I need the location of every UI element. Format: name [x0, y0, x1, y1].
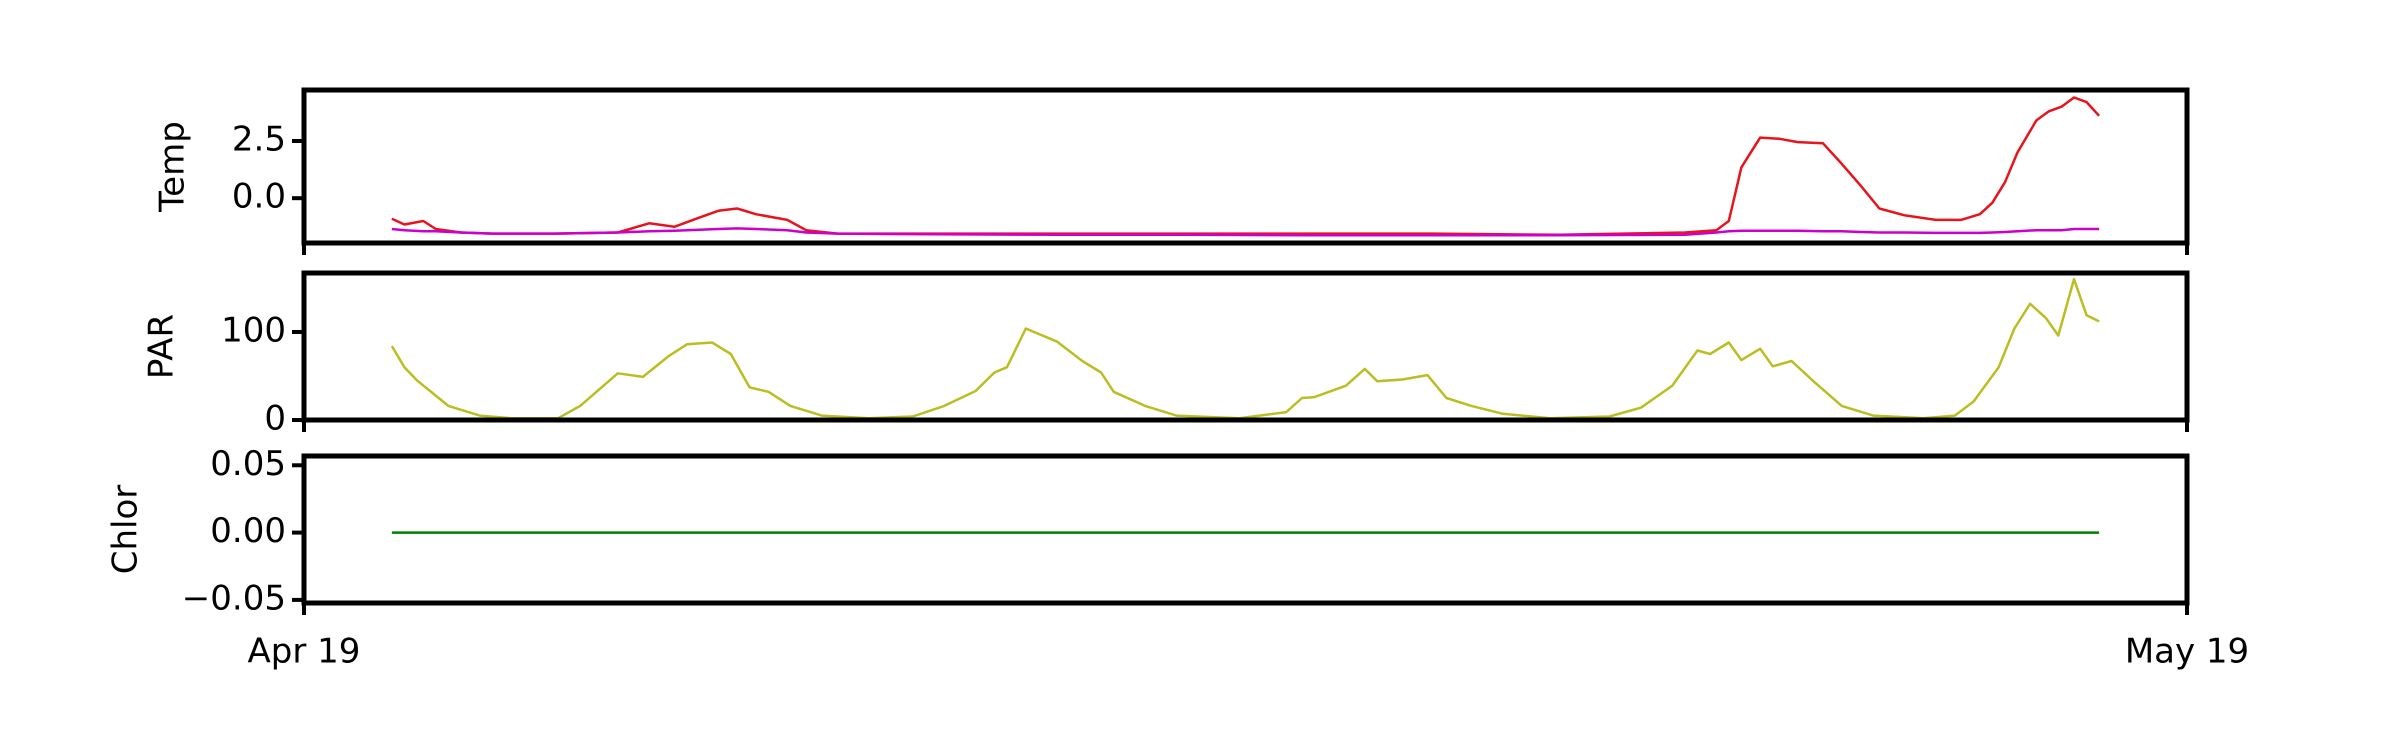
series-line [390, 277, 2100, 420]
y-axis-label: PAR [142, 314, 182, 379]
axes-frame [301, 270, 2190, 423]
series-line [391, 96, 2101, 237]
axes-frame [301, 453, 2190, 606]
y-tick-label: 0.0 [232, 177, 286, 217]
series-line [391, 227, 2100, 237]
x-tick-label: Apr 19 [248, 632, 361, 672]
y-tick-label: −0.05 [182, 578, 286, 618]
y-tick-label: 0.00 [210, 511, 286, 551]
y-axis-label: Chlor [106, 485, 146, 575]
y-tick-label: 0 [264, 399, 286, 439]
y-tick-label: 0.05 [210, 444, 286, 484]
y-tick-label: 100 [221, 310, 286, 350]
x-tick-label: May 19 [2125, 632, 2249, 672]
y-tick-label: 2.5 [232, 120, 286, 160]
axes-frame [301, 87, 2190, 246]
y-axis-label: Temp [153, 121, 193, 213]
